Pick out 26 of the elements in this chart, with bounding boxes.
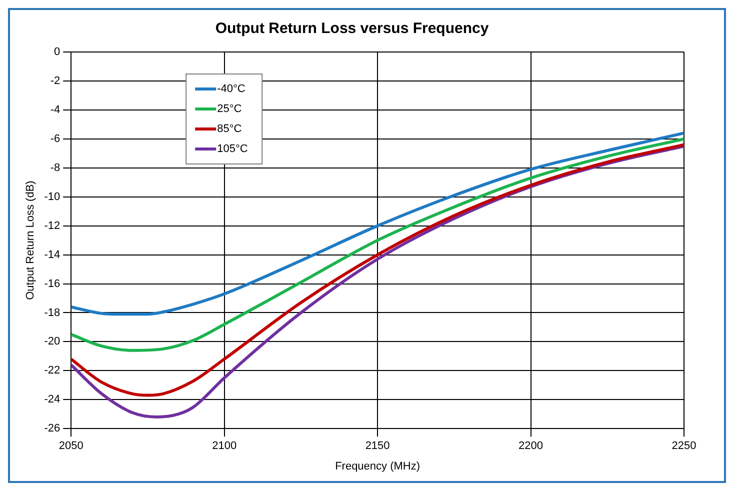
y-tick-label: -26 <box>44 422 60 435</box>
y-tick-label: -18 <box>44 306 60 319</box>
x-tick-label: 2200 <box>518 440 544 452</box>
y-tick-label: -6 <box>50 132 60 145</box>
y-tick-label: -12 <box>44 220 60 232</box>
chart-title: Output Return Loss versus Frequency <box>215 20 490 38</box>
legend-label: 25°C <box>217 103 242 116</box>
y-tick-label: -2 <box>50 75 60 87</box>
y-tick-label: -4 <box>50 104 60 116</box>
y-axis-title: Output Return Loss (dB) <box>24 180 37 300</box>
legend-label: 85°C <box>217 123 242 136</box>
y-tick-label: -20 <box>44 336 60 348</box>
legend-label: 105°C <box>217 143 248 156</box>
y-tick-label: -14 <box>44 248 60 261</box>
y-tick-label: -8 <box>50 162 60 174</box>
x-tick-label: 2050 <box>58 440 84 452</box>
x-tick-label: 2100 <box>212 440 237 452</box>
y-tick-label: -16 <box>44 278 60 290</box>
y-tick-label: -22 <box>44 364 60 377</box>
y-tick-label: 0 <box>54 46 60 58</box>
legend-label: -40°C <box>217 83 246 96</box>
x-tick-label: 2150 <box>365 440 390 452</box>
x-axis-title: Frequency (MHz) <box>335 460 420 472</box>
x-tick-label: 2250 <box>672 440 696 452</box>
y-tick-label: -10 <box>44 190 60 203</box>
y-tick-label: -24 <box>44 394 60 406</box>
